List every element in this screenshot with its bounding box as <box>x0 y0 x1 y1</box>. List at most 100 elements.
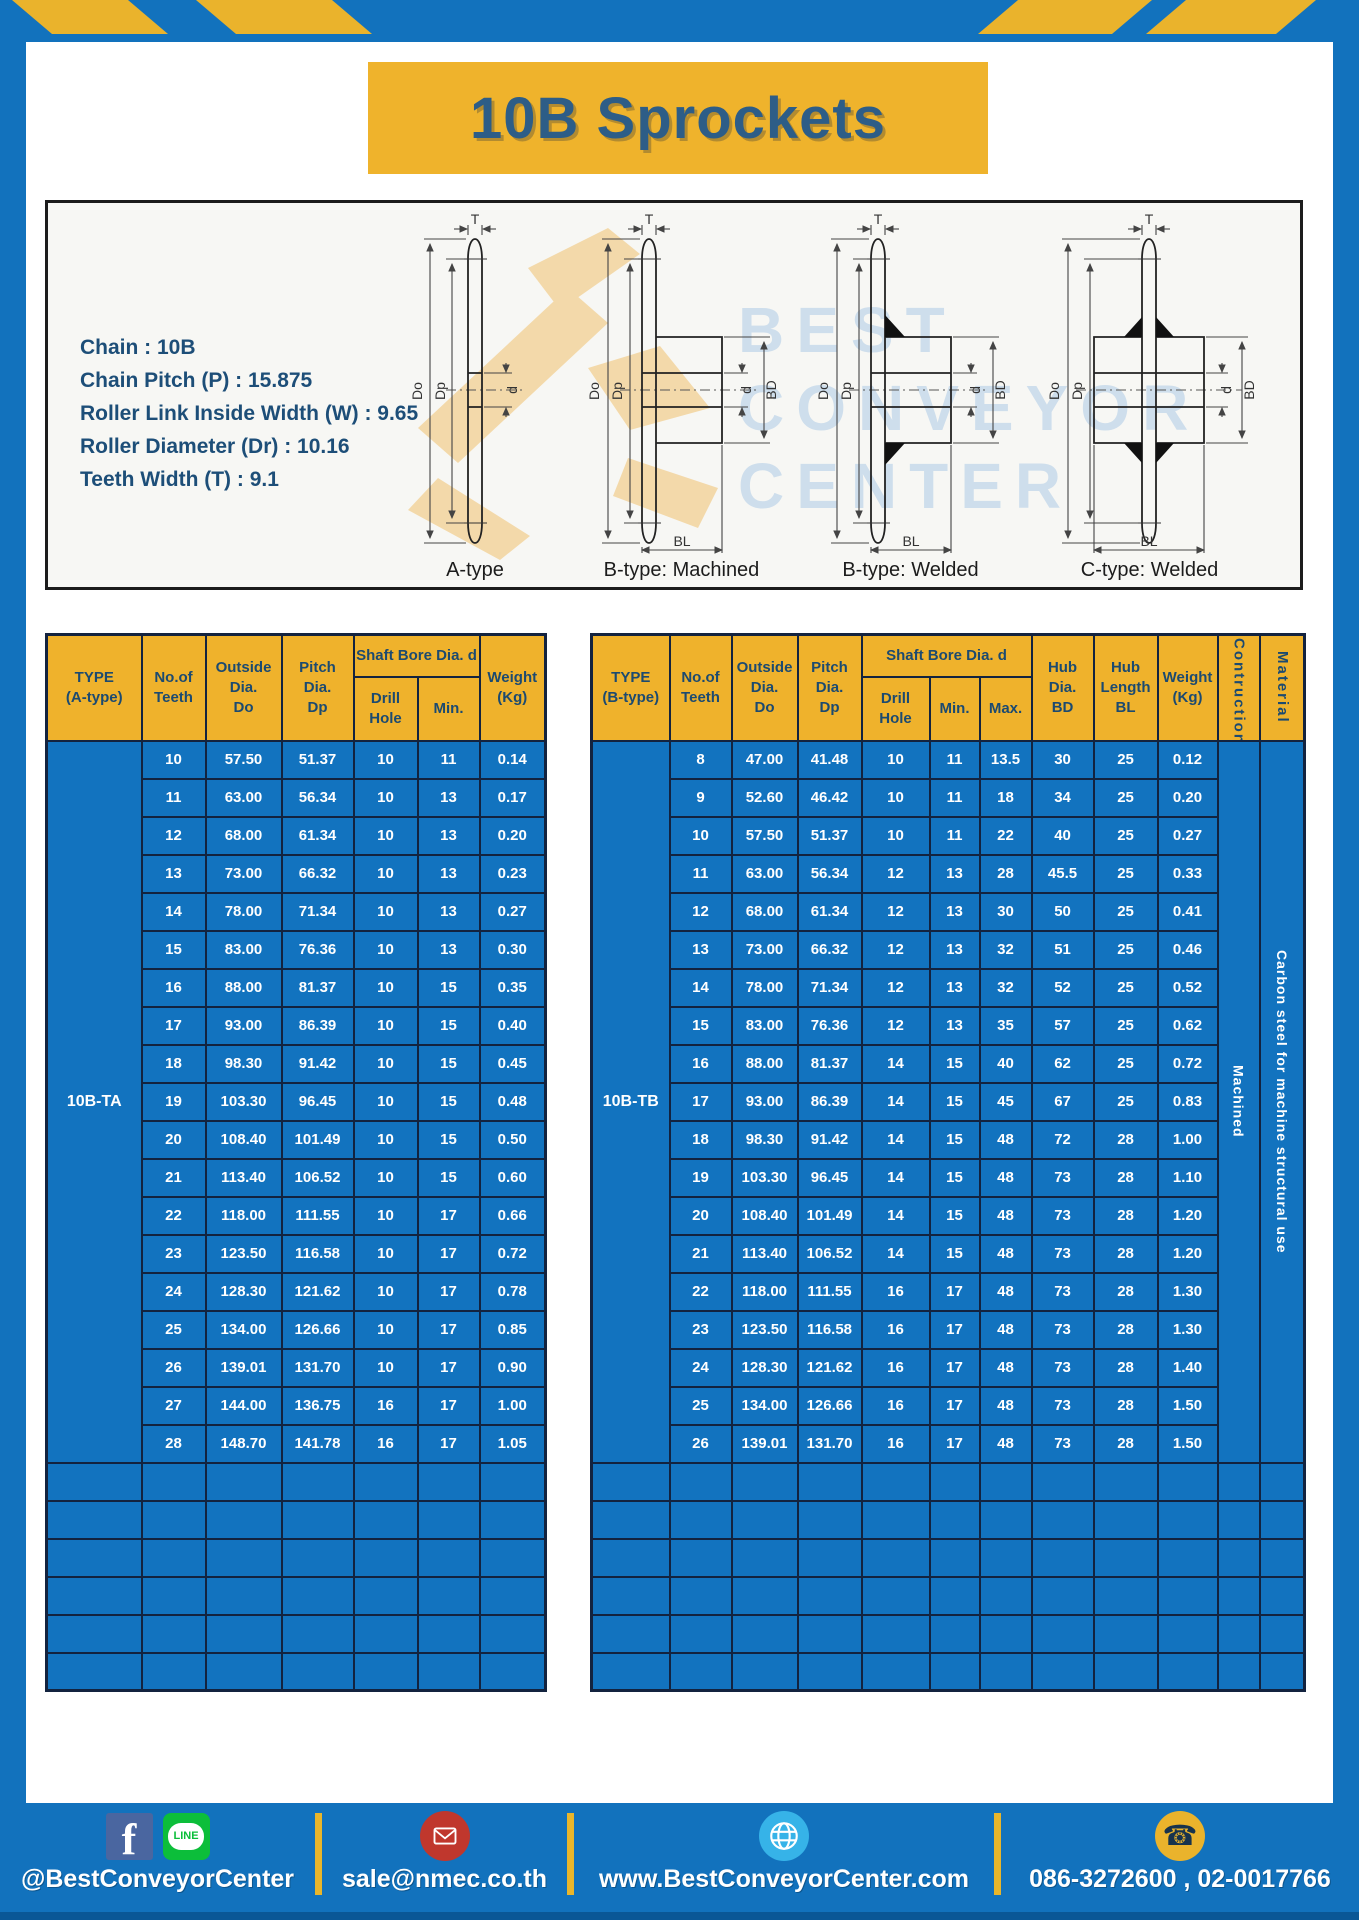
data-cell: 72 <box>1030 1119 1095 1160</box>
empty-cell <box>478 1613 547 1654</box>
data-cell: 88.00 <box>204 967 283 1008</box>
data-cell: 15 <box>416 1119 481 1160</box>
data-cell: 10 <box>352 891 419 932</box>
data-cell: 28 <box>978 853 1033 894</box>
data-cell: 25 <box>1092 1081 1159 1122</box>
dim-label-dp: Dp <box>838 382 854 400</box>
table-row: 13 73.00 66.32 10 13 0.23 <box>47 853 547 894</box>
data-cell: 121.62 <box>280 1271 355 1312</box>
empty-cell <box>1156 1613 1219 1654</box>
footer-email-group: sale@nmec.co.th <box>322 1803 567 1912</box>
globe-icon[interactable] <box>759 1811 809 1861</box>
empty-cell <box>1092 1651 1159 1692</box>
data-cell: 17 <box>416 1195 481 1236</box>
data-cell: 17 <box>416 1271 481 1312</box>
empty-cell <box>730 1613 799 1654</box>
empty-cell <box>416 1461 481 1502</box>
phone-icon[interactable]: ☎ <box>1155 1811 1205 1861</box>
email-address[interactable]: sale@nmec.co.th <box>341 1865 547 1893</box>
empty-cell <box>1216 1461 1261 1502</box>
data-cell: 19 <box>140 1081 207 1122</box>
facebook-icon[interactable]: f <box>105 1812 153 1861</box>
dim-label-d: d <box>967 386 983 394</box>
empty-cell <box>352 1613 419 1654</box>
data-cell: 73 <box>1030 1271 1095 1312</box>
left-frame-border <box>0 40 26 1920</box>
phone-numbers[interactable]: 086-3272600 , 02-0017766 <box>1029 1865 1331 1893</box>
data-cell: 73 <box>1030 1309 1095 1350</box>
mail-icon[interactable] <box>419 1811 470 1861</box>
data-cell: 17 <box>416 1309 481 1350</box>
empty-cell <box>1216 1537 1261 1578</box>
data-cell: 1.30 <box>1156 1271 1219 1312</box>
data-cell: 40 <box>1030 815 1095 856</box>
empty-cell <box>796 1651 863 1692</box>
dim-label-bd: BD <box>992 380 1008 399</box>
data-cell: 0.83 <box>1156 1081 1219 1122</box>
watermark-logo <box>378 228 808 573</box>
type-label: 10B-TB <box>590 739 671 1464</box>
data-cell: 0.35 <box>478 967 547 1008</box>
empty-cell <box>928 1499 981 1540</box>
vertical-label: Carbon steel for machine structural use <box>1258 739 1306 1464</box>
data-cell: 17 <box>928 1347 981 1388</box>
data-cell: 13 <box>416 777 481 818</box>
column-header-hub-length: Hub Length BL <box>1092 633 1159 742</box>
data-cell: 81.37 <box>280 967 355 1008</box>
data-cell: 14 <box>860 1119 931 1160</box>
empty-cell <box>730 1461 799 1502</box>
empty-cell <box>590 1537 671 1578</box>
table-row: 25 134.00 126.66 10 17 0.85 <box>47 1309 547 1350</box>
data-cell: 28 <box>1092 1423 1159 1464</box>
dim-label-t: T <box>874 211 883 227</box>
data-cell: 12 <box>860 967 931 1008</box>
empty-cell <box>860 1537 931 1578</box>
empty-cell <box>1030 1461 1095 1502</box>
empty-cell <box>796 1461 863 1502</box>
empty-cell <box>45 1537 143 1578</box>
data-cell: 14 <box>860 1233 931 1274</box>
data-cell: 56.34 <box>280 777 355 818</box>
data-cell: 116.58 <box>796 1309 863 1350</box>
data-cell: 0.60 <box>478 1157 547 1198</box>
social-handle[interactable]: @BestConveyorCenter <box>20 1865 295 1893</box>
data-cell: 25 <box>1092 967 1159 1008</box>
column-header-teeth: No.of Teeth <box>668 633 733 742</box>
table-row: 10B-TB 8 47.00 41.48 10 11 13.5 30 25 0.12 Machine… <box>590 739 1306 1464</box>
data-cell: 48 <box>978 1195 1033 1236</box>
line-icon[interactable]: LINE <box>162 1812 210 1860</box>
empty-cell <box>668 1461 733 1502</box>
empty-cell <box>45 1651 143 1692</box>
column-header-pitch-dia: Pitch Dia. Dp <box>796 633 863 742</box>
website-url[interactable]: www.BestConveyorCenter.com <box>598 1865 969 1893</box>
data-cell: 12 <box>140 815 207 856</box>
empty-cell <box>140 1461 207 1502</box>
table-row: 22 118.00 111.55 10 17 0.66 <box>47 1195 547 1236</box>
data-cell: 141.78 <box>280 1423 355 1464</box>
figure-caption: C-type: Welded <box>1080 559 1219 581</box>
data-cell: 17 <box>668 1081 733 1122</box>
data-cell: 134.00 <box>204 1309 283 1350</box>
data-cell: 27 <box>140 1385 207 1426</box>
column-header-type: TYPE (B-type) <box>590 633 671 742</box>
data-cell: 17 <box>416 1385 481 1426</box>
data-cell: 16 <box>352 1385 419 1426</box>
empty-row <box>590 1613 1306 1654</box>
empty-cell <box>1030 1651 1095 1692</box>
table-row: 14 78.00 71.34 10 13 0.27 <box>47 891 547 932</box>
dim-label-d: d <box>504 386 520 394</box>
data-cell: 14 <box>860 1043 931 1084</box>
data-cell: 40 <box>978 1043 1033 1084</box>
spec-line: Chain Pitch (P) : 15.875 <box>80 369 313 392</box>
data-cell: 18 <box>978 777 1033 818</box>
data-cell: 0.72 <box>478 1233 547 1274</box>
data-cell: 68.00 <box>204 815 283 856</box>
data-cell: 0.17 <box>478 777 547 818</box>
footer-divider <box>567 1813 574 1895</box>
data-cell: 17 <box>140 1005 207 1046</box>
data-cell: 0.45 <box>478 1043 547 1084</box>
data-cell: 14 <box>860 1081 931 1122</box>
data-cell: 0.12 <box>1156 739 1219 780</box>
data-cell: 1.20 <box>1156 1233 1219 1274</box>
data-cell: 25 <box>1092 815 1159 856</box>
